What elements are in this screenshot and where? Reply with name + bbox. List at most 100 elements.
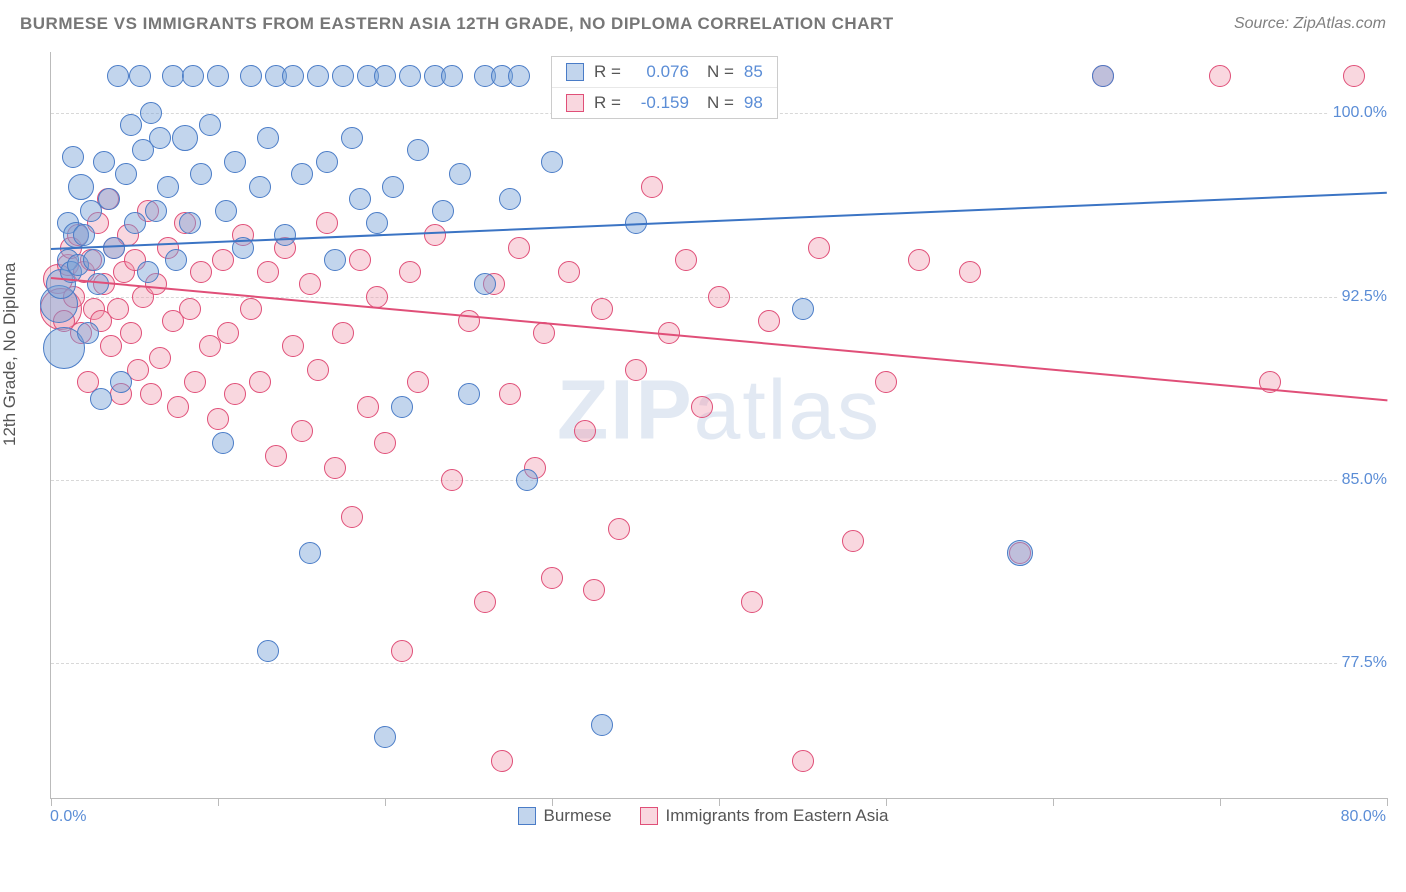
scatter-point-immigrants: [179, 298, 201, 320]
scatter-point-immigrants: [282, 335, 304, 357]
scatter-point-burmese: [73, 224, 95, 246]
scatter-point-burmese: [474, 273, 496, 295]
scatter-point-burmese: [107, 65, 129, 87]
scatter-point-burmese: [103, 237, 125, 259]
scatter-point-burmese: [441, 65, 463, 87]
scatter-point-immigrants: [265, 445, 287, 467]
scatter-point-immigrants: [240, 298, 262, 320]
scatter-point-burmese: [77, 322, 99, 344]
x-tick: [719, 798, 720, 806]
x-tick: [51, 798, 52, 806]
legend-square-blue: [566, 63, 584, 81]
scatter-point-burmese: [179, 212, 201, 234]
scatter-point-immigrants: [458, 310, 480, 332]
scatter-point-burmese: [341, 127, 363, 149]
scatter-point-immigrants: [184, 371, 206, 393]
scatter-point-burmese: [541, 151, 563, 173]
scatter-point-immigrants: [299, 273, 321, 295]
scatter-point-burmese: [316, 151, 338, 173]
scatter-point-burmese: [449, 163, 471, 185]
scatter-point-immigrants: [257, 261, 279, 283]
correlation-stats-box: R = 0.076 N = 85 R = -0.159 N = 98: [551, 56, 778, 119]
scatter-point-burmese: [140, 102, 162, 124]
scatter-point-burmese: [1092, 65, 1114, 87]
scatter-point-burmese: [391, 396, 413, 418]
scatter-point-immigrants: [842, 530, 864, 552]
scatter-point-burmese: [257, 640, 279, 662]
scatter-point-immigrants: [357, 396, 379, 418]
y-axis-title: 12th Grade, No Diploma: [0, 263, 20, 446]
scatter-point-immigrants: [140, 383, 162, 405]
scatter-point-immigrants: [441, 469, 463, 491]
scatter-point-immigrants: [424, 224, 446, 246]
source-label: Source: ZipAtlas.com: [1234, 15, 1386, 33]
watermark: ZIPatlas: [557, 362, 881, 459]
chart-title: BURMESE VS IMMIGRANTS FROM EASTERN ASIA …: [20, 14, 894, 34]
scatter-point-immigrants: [167, 396, 189, 418]
scatter-point-immigrants: [625, 359, 647, 381]
scatter-point-burmese: [145, 200, 167, 222]
scatter-point-burmese: [366, 212, 388, 234]
scatter-point-burmese: [324, 249, 346, 271]
scatter-point-burmese: [374, 726, 396, 748]
scatter-point-immigrants: [407, 371, 429, 393]
scatter-point-immigrants: [399, 261, 421, 283]
scatter-point-burmese: [516, 469, 538, 491]
scatter-point-burmese: [458, 383, 480, 405]
scatter-point-immigrants: [691, 396, 713, 418]
scatter-point-immigrants: [249, 371, 271, 393]
scatter-point-immigrants: [212, 249, 234, 271]
scatter-point-burmese: [591, 714, 613, 736]
scatter-point-burmese: [90, 388, 112, 410]
scatter-point-burmese: [165, 249, 187, 271]
scatter-point-burmese: [499, 188, 521, 210]
scatter-point-immigrants: [391, 640, 413, 662]
scatter-point-burmese: [374, 65, 396, 87]
scatter-point-immigrants: [792, 750, 814, 772]
y-tick-label: 92.5%: [1338, 286, 1391, 308]
scatter-point-immigrants: [474, 591, 496, 613]
legend-square-blue-icon: [518, 807, 536, 825]
y-tick-label: 77.5%: [1338, 652, 1391, 674]
scatter-point-immigrants: [499, 383, 521, 405]
scatter-plot-area: ZIPatlas 77.5%85.0%92.5%100.0% R = 0.076…: [50, 52, 1387, 799]
scatter-point-immigrants: [741, 591, 763, 613]
scatter-point-immigrants: [875, 371, 897, 393]
scatter-point-burmese: [432, 200, 454, 222]
legend-square-pink-icon: [640, 807, 658, 825]
scatter-point-immigrants: [207, 408, 229, 430]
scatter-point-burmese: [115, 163, 137, 185]
scatter-point-immigrants: [708, 286, 730, 308]
scatter-point-immigrants: [541, 567, 563, 589]
scatter-point-immigrants: [583, 579, 605, 601]
scatter-point-immigrants: [107, 298, 129, 320]
legend-item-burmese: Burmese: [518, 806, 612, 826]
scatter-point-burmese: [382, 176, 404, 198]
scatter-point-burmese: [407, 139, 429, 161]
y-tick-label: 100.0%: [1329, 102, 1391, 124]
scatter-point-burmese: [282, 65, 304, 87]
scatter-point-burmese: [93, 151, 115, 173]
scatter-point-immigrants: [224, 383, 246, 405]
scatter-point-immigrants: [341, 506, 363, 528]
x-tick: [552, 798, 553, 806]
scatter-point-burmese: [332, 65, 354, 87]
scatter-point-burmese: [157, 176, 179, 198]
scatter-point-immigrants: [808, 237, 830, 259]
x-tick: [385, 798, 386, 806]
scatter-point-burmese: [274, 224, 296, 246]
scatter-point-burmese: [83, 249, 105, 271]
scatter-point-burmese: [190, 163, 212, 185]
scatter-point-burmese: [162, 65, 184, 87]
bottom-legend: Burmese Immigrants from Eastern Asia: [0, 806, 1406, 826]
scatter-point-immigrants: [508, 237, 530, 259]
scatter-point-burmese: [224, 151, 246, 173]
scatter-point-immigrants: [120, 322, 142, 344]
legend-square-pink: [566, 94, 584, 112]
x-tick: [1387, 798, 1388, 806]
scatter-point-immigrants: [316, 212, 338, 234]
scatter-point-burmese: [98, 188, 120, 210]
scatter-point-burmese: [172, 125, 198, 151]
scatter-point-burmese: [257, 127, 279, 149]
scatter-point-burmese: [149, 127, 171, 149]
